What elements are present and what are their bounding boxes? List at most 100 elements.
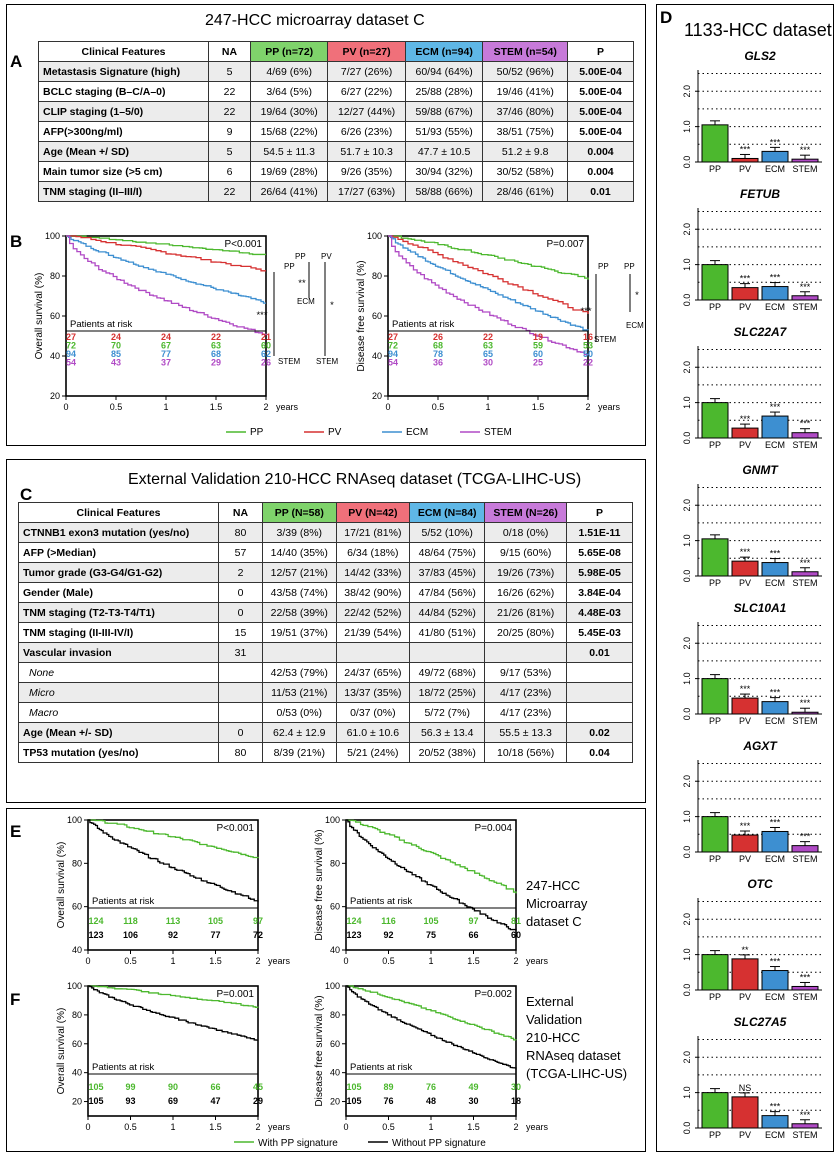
y-tick-label: 2.0 (682, 775, 692, 788)
risk-count: 75 (426, 930, 436, 940)
survival-curve (88, 819, 259, 903)
y-tick-label: 1.0 (682, 120, 692, 133)
panel-letter-e: E (10, 822, 22, 841)
value-cell: 19/51 (37%) (262, 622, 337, 643)
risk-count: 94 (388, 349, 398, 359)
significance-mark: *** (800, 145, 811, 155)
value-cell: 38/42 (90%) (335, 582, 411, 603)
risk-count: 54 (66, 358, 76, 368)
significance-mark: *** (800, 832, 811, 842)
gene-title: SLC27A5 (734, 1015, 787, 1029)
value-cell: 6/34 (18%) (335, 542, 411, 563)
risk-count: 72 (388, 341, 398, 351)
risk-count: 22 (583, 358, 593, 368)
bar (761, 830, 789, 853)
p-value-cell: 5.00E-04 (567, 101, 634, 122)
y-tick-label: 60 (50, 311, 60, 321)
value-cell: 22/42 (52%) (335, 602, 411, 623)
risk-count: 22 (483, 332, 493, 342)
category-label: ECM (765, 716, 785, 726)
y-tick-label: 100 (367, 231, 382, 241)
x-tick-label: 2 (263, 402, 268, 412)
risk-table-label: Patients at risk (70, 319, 133, 330)
header-ecm: ECM (n=94) (404, 41, 484, 62)
category-label: ECM (765, 992, 785, 1002)
risk-count: 22 (211, 332, 221, 342)
significance-mark: *** (256, 310, 267, 321)
x-tick-label: 0 (85, 956, 90, 966)
p-value-cell: 5.00E-04 (567, 61, 634, 82)
y-axis-label: Disease free survival (%) (314, 829, 325, 940)
risk-count: 45 (253, 1082, 263, 1092)
value-cell: 6/27 (22%) (327, 81, 406, 102)
dataset-label: 210-HCC (526, 1030, 580, 1045)
y-axis-label: Overall survival (%) (56, 1008, 67, 1095)
x-tick-label: 2 (513, 956, 518, 966)
significance-mark: *** (740, 547, 751, 557)
risk-count: 92 (383, 930, 393, 940)
risk-count: 25 (533, 358, 543, 368)
bar (761, 970, 789, 991)
bracket-label: PP (624, 262, 635, 271)
p-value-cell: 5.00E-04 (567, 81, 634, 102)
category-label: PP (709, 992, 721, 1002)
p-value-cell: 1.51E-11 (566, 522, 633, 543)
risk-count: 65 (483, 349, 493, 359)
value-cell: 22 (208, 81, 251, 102)
bar (701, 954, 729, 991)
category-label: PV (739, 992, 751, 1002)
risk-count: 67 (161, 341, 171, 351)
risk-count: 124 (346, 916, 361, 926)
value-cell: 11/53 (21%) (262, 682, 337, 703)
y-tick-label: 60 (330, 902, 340, 912)
value-cell: 4/17 (23%) (484, 702, 567, 723)
bracket-label: STEM (278, 357, 301, 366)
feature-cell: CTNNB1 exon3 mutation (yes/no) (18, 522, 219, 543)
dataset-label: RNAseq dataset (526, 1048, 621, 1063)
table-row: AFP (>Median) 57 14/40 (35%) 6/34 (18%) 48/6… (18, 542, 633, 563)
value-cell (335, 642, 411, 663)
dataset-label: dataset C (526, 914, 582, 929)
header-p: P (566, 502, 633, 523)
value-cell: 38/51 (75%) (482, 121, 568, 142)
y-tick-label: 0.0 (682, 294, 692, 307)
y-tick-label: 100 (45, 231, 60, 241)
table-row: AFP(>300ng/ml) 9 15/68 (22%) 6/26 (23%) 51/9… (38, 121, 634, 142)
risk-count: 21 (261, 332, 271, 342)
risk-count: 29 (253, 1096, 263, 1106)
value-cell: 9/17 (53%) (484, 662, 567, 683)
value-cell (218, 662, 263, 683)
value-cell (484, 642, 567, 663)
value-cell: 51.7 ± 10.3 (327, 141, 406, 162)
risk-count: 53 (583, 341, 593, 351)
header-na: NA (208, 41, 251, 62)
value-cell: 19/26 (73%) (484, 562, 567, 583)
feature-cell: Main tumor size (>5 cm) (38, 161, 209, 182)
risk-count: 37 (161, 358, 171, 368)
value-cell: 51.2 ± 9.8 (482, 141, 568, 162)
risk-count: 26 (261, 358, 271, 368)
value-cell: 51/93 (55%) (404, 121, 484, 142)
value-cell: 20/25 (80%) (484, 622, 567, 643)
significance-mark: * (635, 290, 639, 301)
feature-cell: Tumor grade (G3-G4/G1-G2) (18, 562, 219, 583)
bar (761, 415, 789, 439)
category-label: STEM (792, 992, 817, 1002)
y-tick-label: 20 (72, 1097, 82, 1107)
bar (731, 287, 759, 301)
risk-table-label: Patients at risk (392, 319, 455, 330)
panel-a-table: Clinical Features NA PP (n=72) PV (n=27)… (38, 41, 634, 202)
risk-count: 27 (388, 332, 398, 342)
y-tick-label: 80 (330, 858, 340, 868)
table-row: Age (Mean +/- SD) 0 62.4 ± 12.9 61.0 ± 10.6… (18, 722, 633, 743)
value-cell: 55.5 ± 13.3 (484, 722, 567, 743)
category-label: PP (709, 440, 721, 450)
bar (701, 124, 729, 163)
value-cell: 0 (218, 602, 263, 623)
value-cell: 0/53 (0%) (262, 702, 337, 723)
risk-count: 30 (483, 358, 493, 368)
value-cell: 62.4 ± 12.9 (262, 722, 337, 743)
risk-count: 63 (211, 341, 221, 351)
category-label: ECM (765, 302, 785, 312)
